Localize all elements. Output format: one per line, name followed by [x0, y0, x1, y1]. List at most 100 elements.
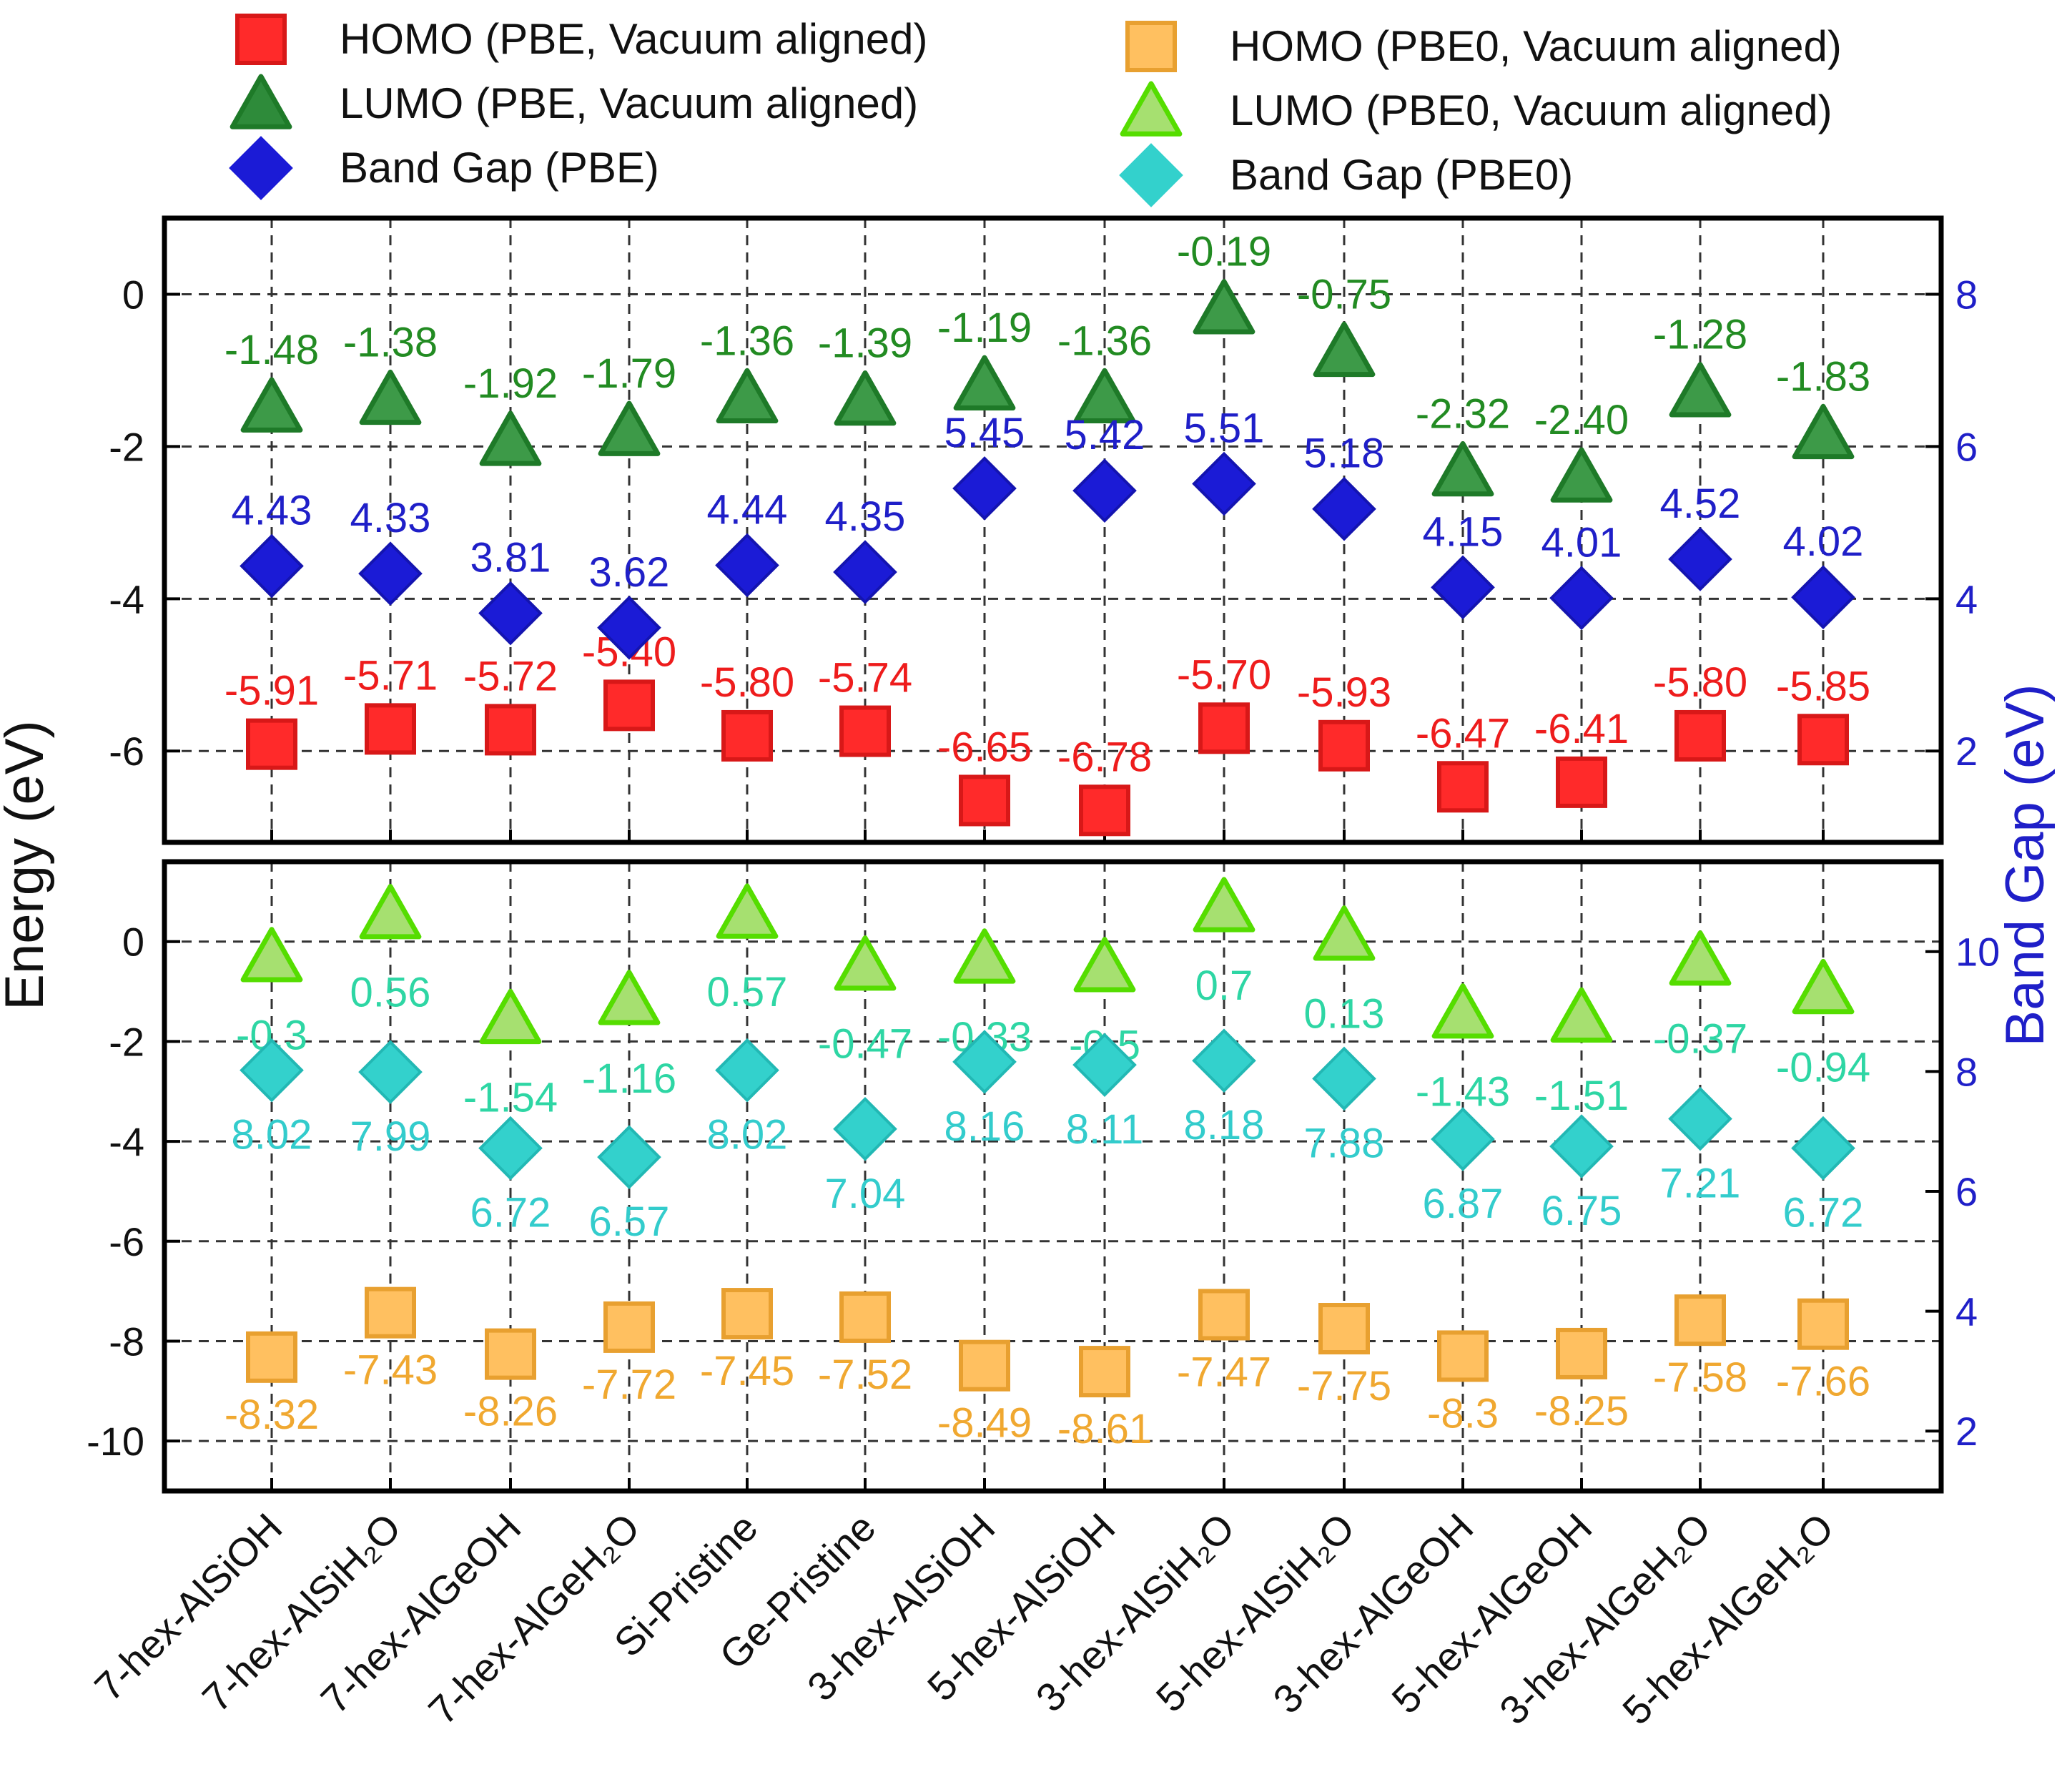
data-point-triangle [1550, 447, 1613, 503]
data-point-diamond [240, 533, 304, 599]
y-axis-title: Energy (eV) [0, 720, 55, 1010]
data-point-diamond [1431, 1107, 1495, 1171]
data-point-diamond [952, 1030, 1017, 1094]
data-point-square [365, 703, 416, 755]
series-homo-pbe-vacuum-aligned: -5.91-5.71-5.72-5.40-5.80-5.74-6.65-6.78… [225, 629, 1870, 837]
data-point-triangle [1792, 403, 1855, 460]
y-tick-label: 0 [122, 920, 144, 965]
data-point-triangle [479, 410, 542, 466]
data-point-square [365, 1286, 416, 1339]
data-point-square [1437, 761, 1489, 813]
data-label: -0.75 [1297, 271, 1391, 318]
data-point-square [959, 774, 1010, 827]
data-point-triangle [1669, 362, 1732, 418]
data-label: -1.92 [463, 360, 558, 407]
data-point-diamond [358, 541, 423, 606]
data-label: 8.02 [232, 1112, 312, 1158]
data-point-square [1079, 1346, 1130, 1398]
y2-axis-title: Band Gap (eV) [1995, 684, 2056, 1047]
data-label: -1.36 [1057, 318, 1152, 364]
data-label: 4.44 [707, 486, 788, 533]
data-label: 6.57 [589, 1198, 670, 1245]
data-label: -1.83 [1776, 353, 1870, 400]
data-label: -1.38 [343, 319, 438, 365]
y-tick-label: -2 [109, 1019, 144, 1064]
legend: HOMO (PBE, Vacuum aligned) LUMO (PBE, Vac… [229, 14, 1842, 207]
y2-tick-label: 10 [1955, 930, 2000, 975]
y-tick-label: -4 [109, 1119, 144, 1164]
data-label: -2.40 [1534, 397, 1629, 443]
data-point-square [839, 1291, 891, 1343]
data-point-square [1797, 714, 1849, 766]
data-point-diamond [1791, 1116, 1855, 1181]
data-label: -8.25 [1534, 1388, 1629, 1434]
category-label: 7-hex-AlGeH₂O [420, 1505, 648, 1733]
data-point-triangle [1073, 368, 1136, 424]
data-point-triangle [1073, 937, 1136, 993]
data-point-triangle [240, 377, 303, 433]
data-point-triangle [240, 927, 303, 983]
data-point-diamond [1312, 476, 1376, 541]
category-labels: 7-hex-AlSiOH7-hex-AlSiH₂O7-hex-AlGeOH7-h… [86, 1505, 1842, 1733]
legend-marker-triangle [1120, 81, 1183, 137]
data-point-square [485, 704, 536, 756]
legend-label: HOMO (PBE0, Vacuum aligned) [1230, 22, 1842, 70]
data-label: 5.18 [1304, 430, 1385, 477]
data-label: -8.3 [1427, 1390, 1499, 1437]
y2-tick-label: 4 [1955, 576, 1978, 621]
data-point-triangle [1313, 905, 1376, 961]
data-point-square [1437, 1330, 1489, 1382]
data-point-triangle [953, 355, 1016, 410]
data-label: 8.02 [707, 1112, 788, 1158]
data-point-diamond [1192, 451, 1256, 516]
legend-marker-diamond [229, 136, 293, 200]
legend-marker-square [235, 14, 287, 65]
data-point-square [246, 718, 297, 770]
legend-item-lumo-pbe0-vacuum-aligned: LUMO (PBE0, Vacuum aligned) [1120, 81, 1832, 137]
series-band-gap-pbe0: 8.02 7.99 6.72 6.57 8.02 7.04 8.16 8.11 8.18 7.88… [232, 1028, 1863, 1245]
data-point-diamond [952, 456, 1017, 521]
data-point-diamond [1312, 1046, 1376, 1111]
data-point-triangle [1550, 987, 1613, 1043]
data-point-diamond [1791, 565, 1855, 630]
data-point-diamond [597, 1125, 661, 1190]
data-label: -7.45 [700, 1348, 794, 1394]
data-label: 8.18 [1184, 1102, 1265, 1148]
y-tick-label: -8 [109, 1319, 144, 1364]
data-label: -7.66 [1776, 1359, 1870, 1405]
data-label: -1.28 [1653, 312, 1747, 358]
panel-frame [162, 215, 1944, 845]
y2-tick-label: 6 [1955, 1169, 1978, 1214]
data-label: -5.91 [225, 668, 319, 714]
data-label: 4.43 [232, 488, 312, 534]
data-point-square [603, 679, 655, 732]
data-point-square [485, 1328, 536, 1380]
data-point-square [1556, 756, 1607, 808]
legend-item-band-gap-pbe0: Band Gap (PBE0) [1119, 143, 1573, 207]
y-tick-label: -6 [109, 729, 144, 774]
y-tick-label: -10 [87, 1419, 144, 1464]
legend-marker-square [1125, 21, 1177, 72]
data-point-square [1318, 719, 1370, 772]
data-point-diamond [833, 1096, 897, 1161]
data-point-triangle [1669, 930, 1732, 986]
data-label: -5.85 [1776, 663, 1870, 709]
data-label: 4.35 [825, 493, 906, 540]
data-label: -8.61 [1057, 1406, 1152, 1452]
data-label: 7.88 [1304, 1120, 1385, 1166]
data-label: -5.72 [463, 653, 558, 699]
data-point-diamond [240, 1038, 304, 1103]
data-point-triangle [359, 369, 422, 425]
data-point-square [1079, 784, 1130, 837]
series-lumo-pbe-vacuum-aligned: -1.48 -1.38 -1.92 -1.79 -1.36 -1.39 -1.19 -1.36… [225, 229, 1870, 503]
data-label: -0.19 [1177, 229, 1271, 275]
data-label: 4.02 [1783, 518, 1864, 565]
data-label: 4.33 [350, 495, 431, 541]
legend-item-band-gap-pbe: Band Gap (PBE) [229, 136, 659, 200]
legend-item-homo-pbe-vacuum-aligned: HOMO (PBE, Vacuum aligned) [235, 14, 928, 65]
y-tick-label: -6 [109, 1219, 144, 1264]
data-label: -1.16 [582, 1055, 676, 1102]
data-point-diamond [1072, 1033, 1137, 1097]
data-point-square [246, 1331, 297, 1383]
